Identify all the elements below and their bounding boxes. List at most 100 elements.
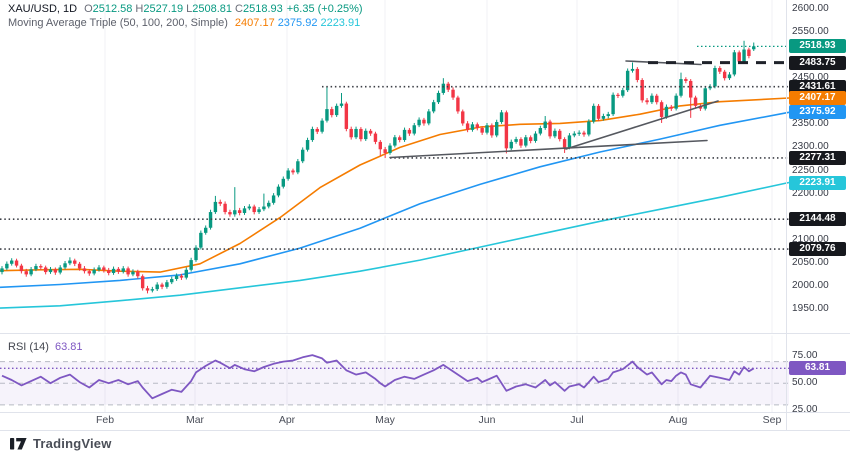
candle-up: [58, 267, 62, 273]
candle-up: [587, 121, 591, 135]
candle-up: [10, 260, 14, 264]
candle-up: [388, 145, 392, 153]
candle-up: [5, 263, 9, 269]
time-axis-label[interactable]: Jul: [570, 414, 584, 426]
price-badge: 2483.75: [789, 55, 846, 70]
ohlc-values: O2512.58 H2527.19 L2508.81 C2518.93: [81, 3, 283, 15]
candle-up: [150, 289, 155, 291]
candle-down: [237, 210, 242, 213]
price-axis-tick[interactable]: 1950.00: [792, 303, 829, 315]
candle-down: [39, 266, 43, 268]
candle-up: [727, 74, 732, 79]
ma-value: 2407.17: [234, 17, 275, 29]
candle-down: [596, 105, 601, 119]
candle-up: [606, 114, 610, 117]
trendline[interactable]: [389, 139, 708, 159]
symbol-title[interactable]: XAU/USD, 1D: [8, 3, 78, 15]
candle-down: [291, 170, 295, 173]
ma-line-sma-200[interactable]: [0, 181, 790, 309]
ohlc-value: 2527.19: [143, 3, 184, 15]
candle-down: [718, 68, 722, 72]
candle-down: [126, 268, 130, 275]
candle-up: [427, 111, 431, 124]
candle-down: [480, 128, 484, 133]
time-axis-label[interactable]: Feb: [95, 414, 115, 426]
rsi-title[interactable]: RSI (14): [8, 341, 49, 353]
candle-down: [53, 269, 58, 273]
candle-up: [572, 133, 576, 136]
candle-up: [679, 79, 683, 96]
candle-down: [640, 80, 644, 101]
candle-up: [601, 116, 606, 119]
candle-up: [495, 122, 499, 136]
candle-up: [436, 92, 441, 103]
price-axis-tick[interactable]: 2200.00: [792, 187, 829, 199]
candle-up: [247, 206, 252, 209]
price-axis-tick[interactable]: 2600.00: [792, 2, 829, 14]
candle-down: [645, 100, 649, 103]
time-axis-label[interactable]: Sep: [762, 414, 782, 426]
candle-up: [664, 106, 669, 117]
candle-down: [107, 270, 111, 274]
candle-down: [398, 137, 402, 141]
ohlc-letter: H: [135, 3, 144, 15]
candle-up: [121, 268, 125, 272]
candle-up: [514, 139, 518, 142]
time-axis-label[interactable]: Apr: [278, 414, 296, 426]
ma-line-sma-50[interactable]: [0, 97, 790, 273]
time-axis-label[interactable]: Mar: [185, 414, 205, 426]
candle-up: [262, 206, 266, 210]
rsi-axis-tick[interactable]: 50.00: [792, 377, 818, 389]
candle-down: [102, 267, 106, 271]
brand-footer[interactable]: TradingView: [10, 436, 112, 451]
candle-down: [315, 128, 319, 132]
candle-down: [330, 109, 334, 116]
time-axis-label[interactable]: Jun: [478, 414, 496, 426]
ma-value: 2375.92: [277, 17, 318, 29]
price-axis-tick[interactable]: 2250.00: [792, 164, 829, 176]
price-badge: 2375.92: [789, 105, 846, 120]
price-axis-tick[interactable]: 2550.00: [792, 25, 829, 37]
rsi-legend[interactable]: RSI (14) 63.81: [8, 341, 83, 353]
candle-up: [155, 284, 159, 290]
ma-line-sma-100[interactable]: [0, 111, 790, 289]
candle-up: [213, 201, 218, 213]
trendline[interactable]: [565, 100, 719, 150]
price-badge: 2518.93: [789, 39, 846, 54]
rsi-axis-tick[interactable]: 25.00: [792, 404, 818, 416]
candle-down: [475, 124, 479, 129]
indicator-title[interactable]: Moving Average Triple (50, 100, 200, Sim…: [8, 17, 228, 29]
candle-down: [548, 121, 552, 137]
rsi-axis-tick[interactable]: 75.00: [792, 350, 818, 362]
candle-down: [504, 112, 509, 149]
price-axis-tick[interactable]: 2350.00: [792, 118, 829, 130]
price-badge: 2407.17: [789, 90, 846, 105]
candle-up: [742, 49, 746, 62]
price-axis-tick[interactable]: 2100.00: [792, 233, 829, 245]
candle-up: [301, 149, 305, 162]
ohlc-letter: L: [186, 3, 193, 15]
rsi-line[interactable]: [1, 354, 755, 400]
candle-up: [296, 161, 300, 173]
candle-up: [204, 227, 208, 233]
candle-down: [179, 275, 184, 278]
price-axis-tick[interactable]: 2050.00: [792, 256, 829, 268]
price-axis-tick[interactable]: 2000.00: [792, 279, 829, 291]
candle-down: [140, 276, 145, 289]
price-axis-tick[interactable]: 2300.00: [792, 141, 829, 153]
candle-up: [577, 132, 581, 134]
time-axis-label[interactable]: Aug: [668, 414, 688, 426]
ohlc-letter: O: [84, 3, 93, 15]
candle-up: [0, 268, 4, 273]
candle-down: [77, 263, 82, 269]
candle-up: [524, 137, 528, 146]
indicator-legend[interactable]: Moving Average Triple (50, 100, 200, Sim…: [8, 17, 360, 29]
candle-up: [611, 94, 615, 115]
price-axis-tick[interactable]: 2450.00: [792, 72, 829, 84]
candle-down: [378, 141, 382, 150]
time-axis-label[interactable]: May: [375, 414, 395, 426]
candle-up: [271, 195, 276, 203]
symbol-legend[interactable]: XAU/USD, 1D O2512.58 H2527.19 L2508.81 C251…: [8, 3, 363, 15]
candle-up: [621, 90, 625, 96]
